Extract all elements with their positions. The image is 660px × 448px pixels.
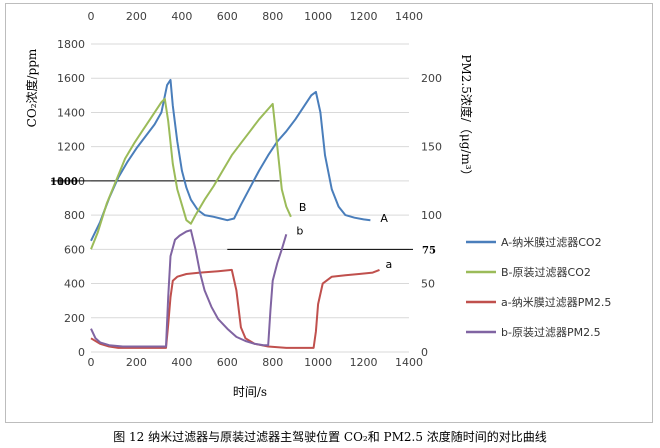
series-line-2 [90, 268, 380, 349]
y-right-tick-label: 200 [421, 72, 442, 85]
x-bottom-tick-label: 1000 [304, 356, 332, 369]
y-left-axis-title: CO₂浓度/ppm [24, 48, 39, 127]
y-left-tick-label: 1800 [57, 38, 85, 51]
y-left-tick-label: 1200 [57, 141, 85, 154]
series-line-0 [90, 78, 371, 242]
legend-entry: a-纳米膜过滤器PM2.5 [501, 296, 611, 309]
series-line-1 [90, 97, 292, 250]
y-left-tick-label: 600 [64, 243, 85, 256]
x-top-tick-label: 1200 [350, 10, 378, 23]
x-bottom-tick-label: 200 [126, 356, 147, 369]
chart-frame [5, 3, 653, 423]
x-bottom-tick-label: 600 [217, 356, 238, 369]
x-top-tick-label: 1400 [395, 10, 423, 23]
series-label-A: A [380, 212, 388, 225]
x-top-tick-label: 200 [126, 10, 147, 23]
y-right-tick-label: 100 [421, 209, 442, 222]
x-bottom-tick-label: 1400 [395, 356, 423, 369]
y-right-axis-title: PM2.5浓度/（μg/m³） [459, 54, 474, 181]
legend-entry: b-原装过滤器PM2.5 [501, 326, 601, 339]
x-top-tick-label: 800 [262, 10, 283, 23]
legend-entry: B-原装过滤器CO2 [501, 266, 591, 279]
y-right-tick-label: 150 [421, 141, 442, 154]
series-label-B: B [299, 201, 307, 214]
x-top-tick-label: 400 [171, 10, 192, 23]
y-right-tick-label: 0 [421, 346, 428, 359]
x-bottom-tick-label: 0 [88, 356, 95, 369]
figure-caption: 图 12 纳米过滤器与原装过滤器主驾驶位置 CO₂和 PM2.5 浓度随时间的对… [113, 430, 547, 444]
y-left-tick-label: 200 [64, 312, 85, 325]
reference-label: 75 [422, 245, 436, 256]
x-top-tick-label: 1000 [304, 10, 332, 23]
y-left-tick-label: 1400 [57, 106, 85, 119]
y-left-tick-label: 1600 [57, 72, 85, 85]
series-label-a: a [385, 258, 392, 271]
x-bottom-tick-label: 800 [262, 356, 283, 369]
x-top-tick-label: 0 [88, 10, 95, 23]
legend-entry: A-纳米膜过滤器CO2 [501, 236, 602, 249]
reference-label: 1000 [50, 177, 78, 188]
y-right-tick-label: 50 [421, 278, 435, 291]
x-top-tick-label: 600 [217, 10, 238, 23]
y-left-tick-label: 400 [64, 278, 85, 291]
series-line-3 [90, 229, 288, 348]
y-left-tick-label: 800 [64, 209, 85, 222]
x-axis-title: 时间/s [233, 385, 267, 399]
y-left-tick-label: 0 [78, 346, 85, 359]
series-label-b: b [296, 224, 303, 237]
x-bottom-tick-label: 1200 [350, 356, 378, 369]
x-bottom-tick-label: 400 [171, 356, 192, 369]
